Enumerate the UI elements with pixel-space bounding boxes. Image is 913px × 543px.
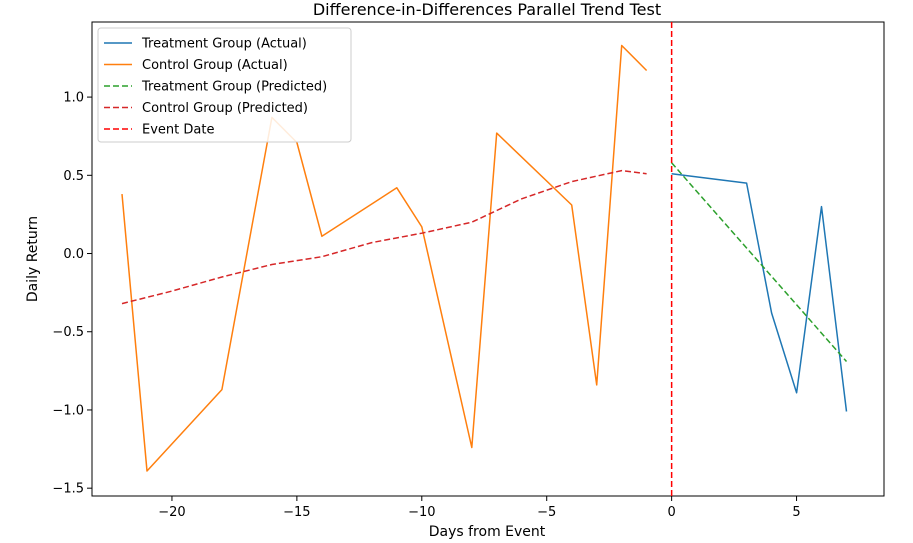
series-line-control-group-actual (121, 44, 648, 472)
series-line-control-group-predicted (121, 169, 647, 305)
legend-box (97, 27, 352, 143)
x-tick-label: −5 (537, 505, 556, 520)
legend-label: Treatment Group (Actual) (141, 37, 307, 52)
y-tick-label: −1.5 (52, 482, 84, 497)
y-tick-label: 1.0 (63, 91, 84, 106)
legend: Treatment Group (Actual) Control Group (A… (97, 27, 352, 143)
y-tick-label: 0.0 (63, 247, 84, 262)
y-axis-label: Daily Return (25, 216, 41, 302)
x-tick-label: −10 (408, 505, 435, 520)
y-tick-label: −1.0 (52, 403, 84, 418)
x-tick-label: 0 (667, 505, 675, 520)
series-layer (121, 22, 848, 496)
x-tick-label: −20 (158, 505, 185, 520)
y-tick-label: 0.5 (63, 169, 84, 184)
legend-label: Treatment Group (Predicted) (141, 80, 327, 95)
y-tick-label: −0.5 (52, 325, 84, 340)
chart-title: Difference-in-Differences Parallel Trend… (313, 0, 661, 19)
x-tick-label: 5 (792, 505, 800, 520)
legend-label: Event Date (142, 123, 214, 138)
x-tick-label: −15 (283, 505, 310, 520)
legend-label: Control Group (Predicted) (142, 101, 308, 116)
series-line-treatment-group-predicted (671, 162, 848, 362)
series-line-treatment-group-actual (671, 172, 848, 412)
x-axis: −20 −15 −10 −5 0 5 (158, 496, 801, 520)
legend-label: Control Group (Actual) (142, 58, 288, 73)
x-axis-label: Days from Event (429, 524, 546, 540)
y-axis: −1.5 −1.0 −0.5 0.0 0.5 1.0 (52, 91, 92, 497)
